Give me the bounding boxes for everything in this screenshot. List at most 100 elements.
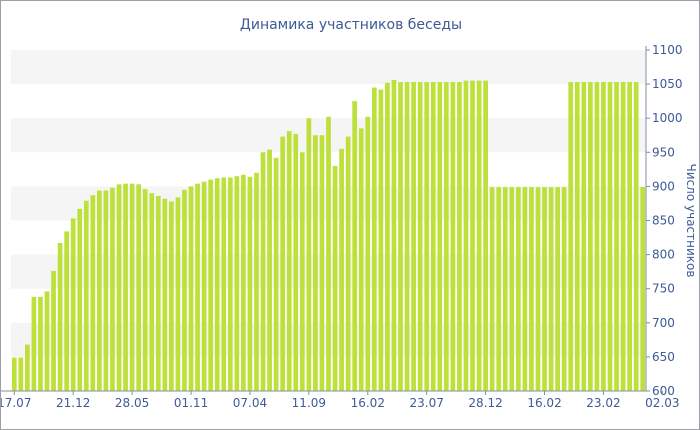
y-tick-label: 950 [652, 145, 675, 159]
bar [299, 152, 305, 391]
bar [195, 183, 200, 391]
bar [90, 195, 96, 391]
bar [136, 184, 142, 391]
x-tick-label: 21.12 [56, 396, 90, 410]
bar [221, 177, 227, 391]
bar [25, 344, 30, 391]
bar [457, 82, 462, 392]
bar [326, 116, 331, 391]
bar [116, 184, 122, 391]
bar [430, 82, 436, 392]
bar [555, 187, 560, 391]
bar [286, 131, 292, 391]
bar [123, 183, 128, 391]
bar [620, 82, 626, 392]
bar [142, 189, 148, 391]
bar [417, 82, 423, 392]
y-tick-label: 900 [652, 179, 675, 193]
bar [57, 243, 63, 391]
x-tick-label: 07.04 [233, 396, 267, 410]
bar [129, 183, 135, 391]
bar [443, 82, 449, 392]
bar [574, 82, 580, 392]
bar [502, 187, 508, 391]
y-tick-label: 650 [652, 350, 675, 364]
bar [11, 357, 17, 391]
bar [529, 187, 534, 391]
y-tick-label: 1100 [652, 43, 683, 57]
y-tick-label: 1000 [652, 111, 683, 125]
x-tick-label: 11.09 [292, 396, 326, 410]
bar [424, 82, 430, 392]
x-tick-label: 02.03 [645, 396, 679, 410]
bar [319, 135, 325, 391]
x-tick-label: 23.07 [410, 396, 444, 410]
bar [214, 178, 220, 391]
bar [110, 187, 115, 391]
bar [64, 231, 69, 391]
bar [568, 82, 574, 392]
bar [169, 201, 174, 391]
bar [267, 149, 272, 391]
x-tick-label: 28.12 [468, 396, 502, 410]
bar [188, 186, 194, 391]
bar [601, 82, 606, 392]
bar [548, 187, 554, 391]
bar [77, 208, 83, 391]
y-tick-label: 800 [652, 248, 675, 262]
bar [31, 296, 37, 391]
bar [83, 200, 89, 391]
bar [155, 195, 161, 391]
bar [588, 82, 593, 392]
x-tick-label: 17.07 [1, 396, 31, 410]
bar [385, 82, 390, 392]
bar [352, 101, 358, 392]
y-tick-label: 600 [652, 384, 675, 398]
bar [470, 80, 475, 391]
bar [97, 190, 102, 391]
bar [306, 118, 312, 391]
bar [182, 189, 187, 391]
bar [208, 179, 214, 391]
bar [70, 218, 76, 391]
grid-band [11, 50, 646, 85]
bar [463, 80, 469, 391]
bar [509, 187, 515, 391]
bar [175, 197, 181, 391]
x-tick-label: 16.02 [527, 396, 561, 410]
bar [280, 136, 286, 391]
bar [51, 270, 56, 391]
bar [149, 193, 155, 391]
bar [476, 80, 482, 391]
bar [614, 82, 619, 392]
x-tick-label: 23.02 [586, 396, 620, 410]
bar [561, 187, 567, 391]
bar [247, 176, 253, 391]
bar [522, 187, 528, 391]
bar [345, 136, 351, 391]
bar [483, 80, 488, 391]
y-tick-labels: 600 650 700 750 800 850 900 950 1000 1050 1100 [646, 43, 683, 398]
chart-title: Динамика участников беседы [240, 17, 462, 33]
bar [162, 198, 168, 391]
bar [607, 82, 613, 392]
bar [293, 133, 299, 391]
bar [313, 135, 318, 391]
bar [254, 172, 259, 391]
x-tick-label: 01.11 [174, 396, 208, 410]
bar [234, 176, 240, 391]
bar [38, 296, 43, 391]
y-tick-label: 750 [652, 282, 675, 296]
x-tick-label: 16.02 [351, 396, 385, 410]
bar [241, 174, 246, 391]
bar [339, 148, 344, 391]
bar [227, 177, 233, 391]
bar [627, 82, 632, 392]
x-tick-labels: 17.07 21.12 28.05 01.11 07.04 11.09 16.02 23.07… [1, 391, 680, 410]
bar [581, 82, 587, 392]
bar [496, 187, 502, 391]
bar-series [11, 80, 646, 392]
bar [378, 89, 384, 391]
